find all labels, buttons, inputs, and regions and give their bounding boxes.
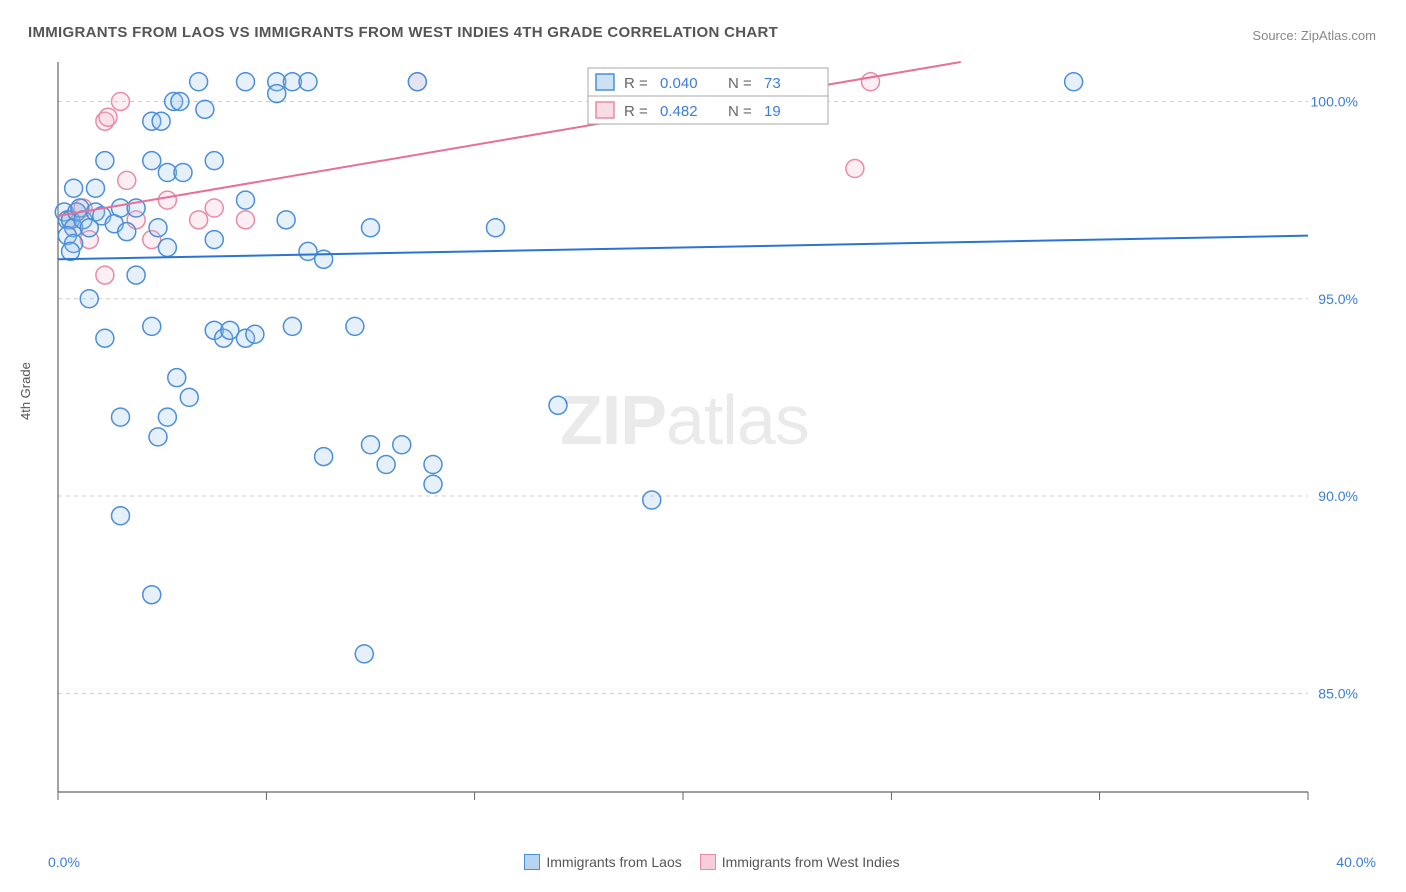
svg-text:85.0%: 85.0% bbox=[1318, 685, 1358, 701]
svg-text:95.0%: 95.0% bbox=[1318, 291, 1358, 307]
scatter-point bbox=[408, 73, 426, 91]
chart-plot-area: 85.0% 90.0% 95.0% 100.0% R = 0.040 N = 73 R = 0.4… bbox=[48, 52, 1358, 812]
scatter-point bbox=[846, 160, 864, 178]
scatter-point bbox=[143, 152, 161, 170]
scatter-point bbox=[237, 191, 255, 209]
trend-line bbox=[58, 236, 1308, 260]
source-label: Source: bbox=[1252, 28, 1297, 43]
scatter-point bbox=[205, 199, 223, 217]
scatter-point bbox=[87, 179, 105, 197]
scatter-point bbox=[190, 211, 208, 229]
scatter-point bbox=[643, 491, 661, 509]
legend-r-label: R = bbox=[624, 75, 648, 92]
scatter-point bbox=[158, 238, 176, 256]
scatter-point bbox=[65, 179, 83, 197]
scatter-point bbox=[205, 231, 223, 249]
legend-swatch bbox=[700, 854, 716, 870]
scatter-point bbox=[152, 112, 170, 130]
scatter-point bbox=[99, 108, 117, 126]
scatter-point bbox=[158, 191, 176, 209]
legend-n-label: N = bbox=[728, 75, 752, 92]
scatter-point bbox=[118, 171, 136, 189]
legend-r-value: 0.040 bbox=[660, 75, 698, 92]
scatter-point bbox=[149, 219, 167, 237]
legend-swatch bbox=[524, 854, 540, 870]
scatter-point bbox=[362, 219, 380, 237]
scatter-point bbox=[377, 455, 395, 473]
scatter-point bbox=[112, 507, 130, 525]
chart-title: IMMIGRANTS FROM LAOS VS IMMIGRANTS FROM … bbox=[28, 24, 778, 41]
source-link[interactable]: ZipAtlas.com bbox=[1301, 28, 1376, 43]
scatter-point bbox=[190, 73, 208, 91]
scatter-point bbox=[96, 152, 114, 170]
scatter-point bbox=[168, 369, 186, 387]
legend-r-label: R = bbox=[624, 103, 648, 120]
scatter-point bbox=[143, 317, 161, 335]
scatter-point bbox=[80, 290, 98, 308]
y-axis-label: 4th Grade bbox=[18, 362, 33, 420]
scatter-chart-svg: 85.0% 90.0% 95.0% 100.0% R = 0.040 N = 73 R = 0.4… bbox=[48, 52, 1358, 812]
scatter-point bbox=[112, 408, 130, 426]
scatter-point bbox=[118, 223, 136, 241]
scatter-point bbox=[246, 325, 264, 343]
scatter-point bbox=[62, 242, 80, 260]
scatter-point bbox=[277, 211, 295, 229]
scatter-point bbox=[158, 408, 176, 426]
legend-n-label: N = bbox=[728, 103, 752, 120]
scatter-point bbox=[268, 85, 286, 103]
scatter-point bbox=[205, 152, 223, 170]
scatter-point bbox=[424, 475, 442, 493]
legend-r-value: 0.482 bbox=[660, 103, 698, 120]
legend-n-value: 19 bbox=[764, 103, 781, 120]
scatter-point bbox=[80, 219, 98, 237]
scatter-point bbox=[149, 428, 167, 446]
svg-text:90.0%: 90.0% bbox=[1318, 488, 1358, 504]
legend-swatch bbox=[596, 74, 614, 90]
scatter-point bbox=[237, 73, 255, 91]
scatter-point bbox=[549, 396, 567, 414]
scatter-point bbox=[1065, 73, 1083, 91]
scatter-point bbox=[315, 250, 333, 268]
scatter-point bbox=[96, 266, 114, 284]
scatter-point bbox=[180, 388, 198, 406]
scatter-point bbox=[299, 73, 317, 91]
scatter-point bbox=[143, 586, 161, 604]
scatter-point bbox=[355, 645, 373, 663]
scatter-point bbox=[487, 219, 505, 237]
legend-swatch bbox=[596, 102, 614, 118]
source-credit: Source: ZipAtlas.com bbox=[1252, 28, 1376, 43]
scatter-point bbox=[112, 92, 130, 110]
scatter-point bbox=[127, 266, 145, 284]
scatter-point bbox=[424, 455, 442, 473]
scatter-point bbox=[346, 317, 364, 335]
scatter-point bbox=[362, 436, 380, 454]
scatter-point bbox=[315, 448, 333, 466]
scatter-point bbox=[196, 100, 214, 118]
scatter-point bbox=[96, 329, 114, 347]
svg-text:100.0%: 100.0% bbox=[1311, 93, 1358, 109]
legend-n-value: 73 bbox=[764, 75, 781, 92]
legend-series-label: Immigrants from West Indies bbox=[722, 854, 900, 870]
scatter-point bbox=[237, 211, 255, 229]
bottom-legend: Immigrants from Laos Immigrants from West… bbox=[0, 854, 1406, 870]
scatter-point bbox=[174, 163, 192, 181]
legend-series-label: Immigrants from Laos bbox=[546, 854, 681, 870]
scatter-point bbox=[283, 317, 301, 335]
scatter-point bbox=[171, 92, 189, 110]
scatter-point bbox=[393, 436, 411, 454]
